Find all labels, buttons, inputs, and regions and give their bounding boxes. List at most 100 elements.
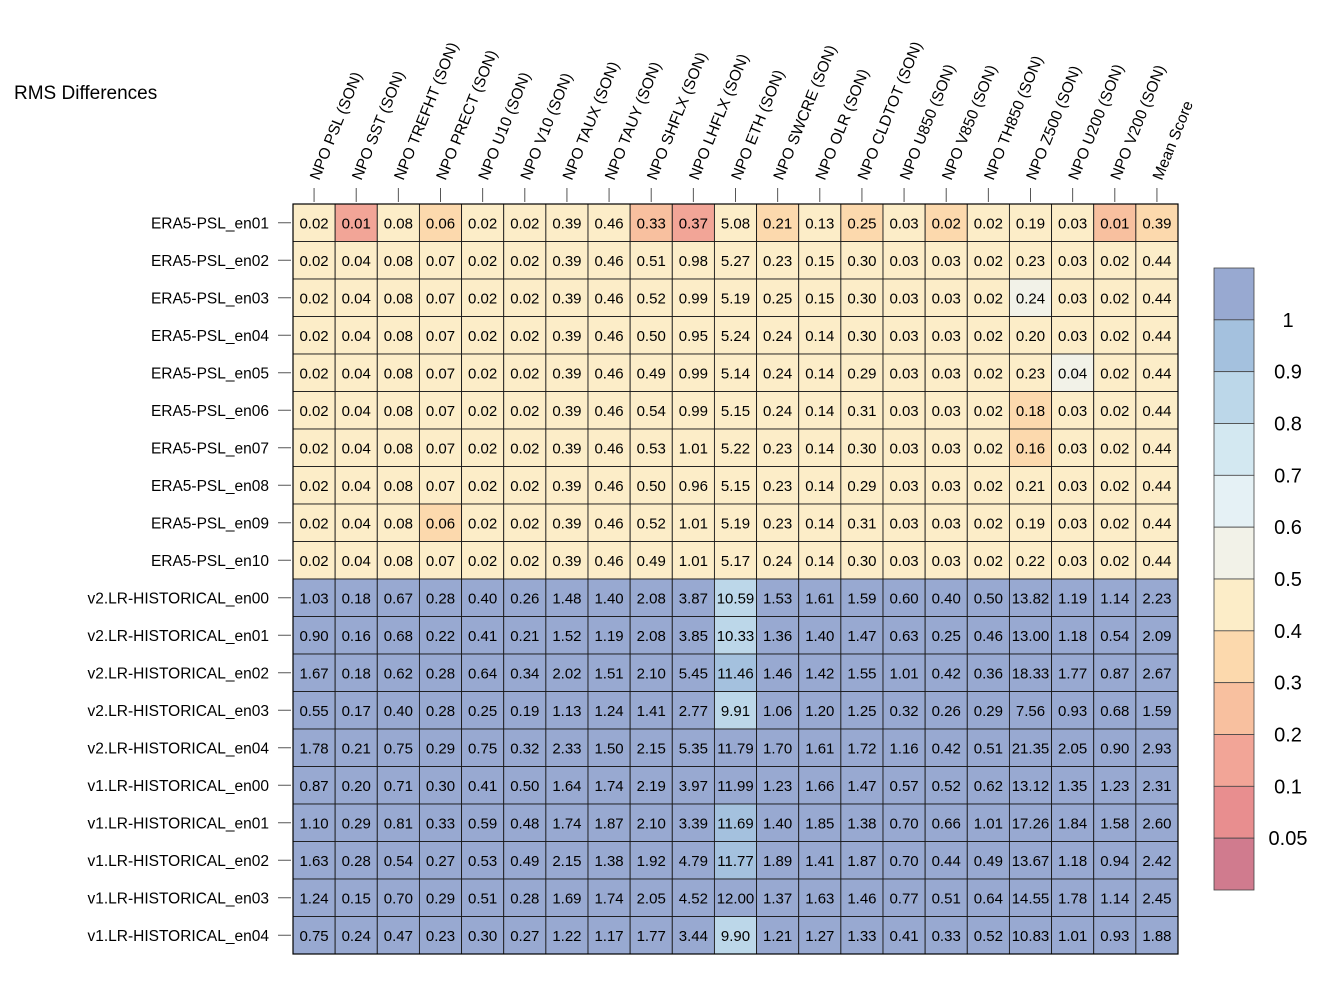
cell-value: 0.03: [1058, 440, 1087, 457]
row-label: ERA5-PSL_en08: [151, 478, 269, 495]
heatmap-cell: [587, 353, 631, 392]
cell-value: 0.29: [426, 890, 455, 907]
heatmap-cell: [1008, 691, 1053, 730]
cell-value: 0.03: [1058, 553, 1087, 570]
cell-value: 0.19: [1016, 515, 1045, 532]
heatmap-cell: [629, 541, 673, 580]
heatmap-cell: [713, 766, 758, 805]
heatmap-cell: [545, 316, 589, 355]
cell-value: 0.30: [426, 778, 455, 795]
heatmap-cell: [418, 691, 463, 730]
column-labels: NPO PSL (SON)NPO SST (SON)NPO TREFHT (SO…: [307, 39, 1197, 202]
cell-value: 0.23: [426, 928, 455, 945]
cell-value: 1.78: [299, 740, 328, 757]
cell-value: 0.03: [1058, 515, 1087, 532]
cell-value: 1.42: [805, 665, 834, 682]
cell-value: 0.70: [889, 853, 918, 870]
cell-value: 0.99: [679, 365, 708, 382]
cell-value: 0.50: [637, 478, 666, 495]
cell-value: 0.24: [342, 928, 371, 945]
heatmap-cell: [924, 391, 968, 430]
heatmap-cell: [882, 353, 926, 392]
cell-value: 2.45: [1142, 890, 1171, 907]
heatmap-cell: [798, 353, 842, 392]
cell-value: 0.44: [1142, 403, 1171, 420]
cell-value: 1.18: [1058, 628, 1087, 645]
cell-value: 0.29: [847, 478, 876, 495]
cell-value: 0.08: [384, 478, 413, 495]
cell-value: 0.44: [1142, 328, 1171, 345]
cell-value: 0.07: [426, 478, 455, 495]
cell-value: 2.08: [637, 628, 666, 645]
cell-value: 0.02: [468, 478, 497, 495]
cell-value: 0.02: [932, 215, 961, 232]
heatmap-cell: [713, 878, 758, 917]
cell-value: 1.21: [763, 928, 792, 945]
heatmap-cell: [1135, 541, 1179, 580]
cell-value: 0.46: [594, 253, 623, 270]
cell-value: 0.03: [1058, 290, 1087, 307]
cell-value: 0.44: [1142, 253, 1171, 270]
cell-value: 2.31: [1142, 778, 1171, 795]
cell-value: 1.38: [847, 815, 876, 832]
cell-value: 0.48: [510, 815, 539, 832]
cell-value: 0.28: [426, 703, 455, 720]
cell-value: 0.53: [468, 853, 497, 870]
heatmap-cell: [587, 203, 631, 242]
cell-value: 1.74: [594, 890, 623, 907]
heatmap-cell: [756, 466, 800, 505]
cell-value: 0.02: [1100, 440, 1129, 457]
heatmap-cell: [418, 316, 463, 355]
cell-value: 0.26: [932, 703, 961, 720]
cell-value: 0.08: [384, 365, 413, 382]
cell-value: 0.19: [1016, 215, 1045, 232]
cell-value: 3.87: [679, 590, 708, 607]
cell-value: 0.26: [510, 590, 539, 607]
row-label: ERA5-PSL_en05: [151, 365, 269, 382]
cell-value: 1.58: [1100, 815, 1129, 832]
heatmap-cell: [966, 841, 1010, 880]
cell-value: 1.06: [763, 703, 792, 720]
cell-value: 1.01: [679, 553, 708, 570]
cell-value: 1.13: [552, 703, 581, 720]
cell-value: 1.84: [1058, 815, 1087, 832]
heatmap-cell: [334, 691, 378, 730]
cell-value: 0.04: [342, 253, 371, 270]
cell-value: 1.61: [805, 740, 834, 757]
heatmap-cell: [1135, 316, 1179, 355]
heatmap-cell: [629, 241, 673, 280]
colorbar-segment: [1213, 630, 1255, 684]
heatmap-cell: [292, 653, 336, 692]
heatmap-cell: [503, 503, 547, 542]
cell-value: 1.20: [805, 703, 834, 720]
cell-value: 0.70: [384, 890, 413, 907]
colorbar-label: 0.7: [1274, 465, 1302, 487]
cell-value: 0.39: [552, 290, 581, 307]
cell-value: 0.06: [426, 215, 455, 232]
cell-value: 0.22: [426, 628, 455, 645]
heatmap-cell: [798, 841, 842, 880]
cell-value: 0.40: [932, 590, 961, 607]
cell-value: 0.02: [974, 253, 1003, 270]
colorbar-label: 0.6: [1274, 517, 1302, 539]
heatmap-cell: [1135, 578, 1179, 617]
colorbar-segment: [1213, 474, 1255, 528]
heatmap-cell: [587, 916, 631, 955]
cell-value: 1.36: [763, 628, 792, 645]
cell-value: 1.14: [1100, 890, 1129, 907]
heatmap-cell: [713, 353, 758, 392]
cell-value: 0.41: [468, 778, 497, 795]
cell-value: 0.23: [763, 478, 792, 495]
cell-value: 0.08: [384, 328, 413, 345]
heatmap-cell: [334, 391, 378, 430]
heatmap-cell: [924, 353, 968, 392]
cell-value: 0.02: [468, 515, 497, 532]
cell-value: 1.03: [299, 590, 328, 607]
cell-value: 0.07: [426, 365, 455, 382]
heatmap-cell: [924, 541, 968, 580]
heatmap-cell: [756, 241, 800, 280]
heatmap-cell: [545, 878, 589, 917]
cell-value: 0.33: [426, 815, 455, 832]
cell-value: 0.24: [763, 403, 792, 420]
heatmap-cell: [1093, 653, 1137, 692]
